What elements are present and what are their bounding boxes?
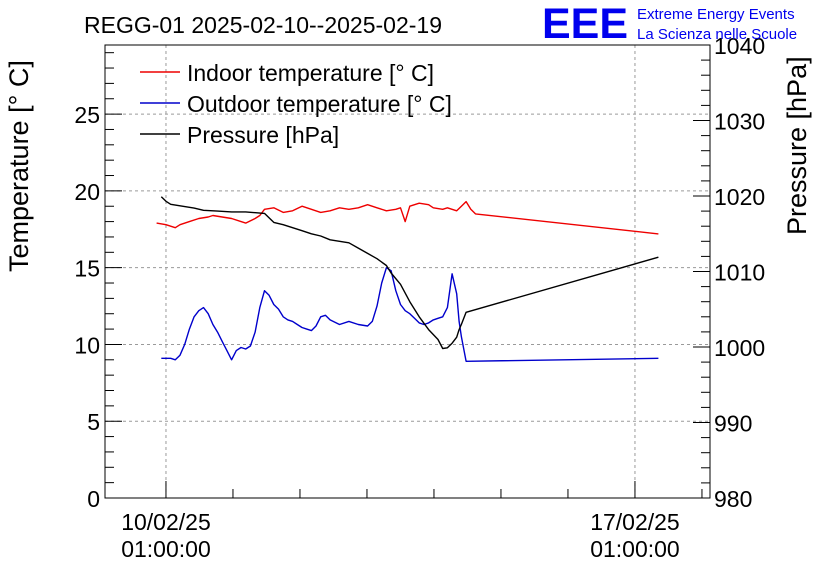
y2-tick-label: 1010 <box>714 260 765 286</box>
series-line-2 <box>160 196 659 350</box>
series-line-0 <box>156 200 659 235</box>
x-tick-label-date: 17/02/25 <box>590 509 680 535</box>
x-tick-label-date: 10/02/25 <box>121 509 211 535</box>
x-tick-label-time: 01:00:00 <box>121 536 211 562</box>
axis-tick-labels: 0 5 10 15 20 25 980 990 1000 1010 1020 1030 1040 10/0… <box>74 33 765 562</box>
y-tick-label: 0 <box>87 486 100 512</box>
eee-logo-line1: Extreme Energy Events <box>637 6 795 23</box>
legend-label: Pressure [hPa] <box>187 122 339 148</box>
y2-tick-label: 1040 <box>714 33 765 59</box>
y-tick-label: 10 <box>74 332 100 358</box>
eee-logo: EEE Extreme Energy Events La Scienza nel… <box>542 0 797 48</box>
y2-tick-label: 1000 <box>714 335 765 361</box>
legend-label: Indoor temperature [° C] <box>187 60 434 86</box>
chart-title: REGG-01 2025-02-10--2025-02-19 <box>84 12 442 38</box>
axis-ticks <box>105 44 710 499</box>
y2-axis-label: Pressure [hPa] <box>782 56 812 235</box>
legend: Indoor temperature [° C] Outdoor temperat… <box>140 60 452 148</box>
y-tick-label: 20 <box>74 179 100 205</box>
y-tick-label: 15 <box>74 256 100 282</box>
y-tick-label: 25 <box>74 102 100 128</box>
grid-lines <box>105 45 710 498</box>
series-line-1 <box>161 267 659 362</box>
eee-logo-line2: La Scienza nelle Scuole <box>637 26 797 43</box>
y2-tick-label: 1020 <box>714 184 765 210</box>
x-tick-label-time: 01:00:00 <box>590 536 680 562</box>
y2-tick-label: 990 <box>714 411 752 437</box>
series-lines <box>156 196 659 362</box>
y-axis-label: Temperature [° C] <box>4 60 34 272</box>
legend-label: Outdoor temperature [° C] <box>187 91 452 117</box>
y2-tick-label: 1030 <box>714 109 765 135</box>
y-tick-label: 5 <box>87 409 100 435</box>
y2-tick-label: 980 <box>714 486 752 512</box>
eee-logo-mark: EEE <box>542 0 628 48</box>
